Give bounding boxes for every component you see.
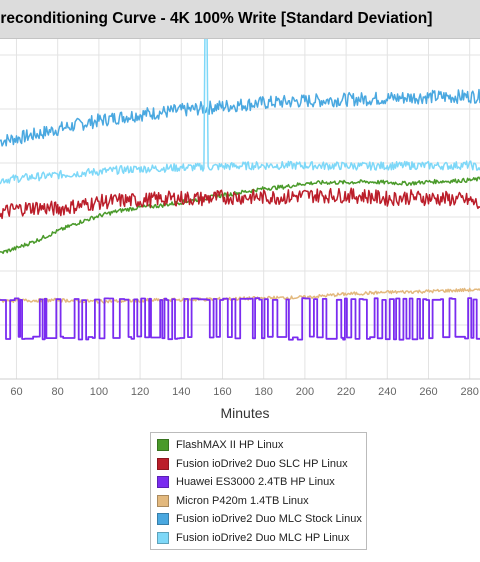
legend-item[interactable]: FlashMAX II HP Linux: [151, 436, 366, 455]
x-tick-label: 260: [419, 386, 437, 398]
legend-swatch: [157, 439, 169, 452]
chart-title: Preconditioning Curve - 4K 100% Write [S…: [0, 0, 480, 39]
series-line: [0, 187, 480, 220]
legend-item[interactable]: Micron P420m 1.4TB Linux: [151, 492, 366, 511]
series-layer: [0, 39, 480, 341]
x-tick-label: 100: [90, 386, 108, 398]
legend-label: Huawei ES3000 2.4TB HP Linux: [176, 476, 335, 489]
x-tick-label: 140: [172, 386, 190, 398]
legend-swatch: [157, 457, 169, 470]
x-tick-label: 180: [255, 386, 273, 398]
legend-label: FlashMAX II HP Linux: [176, 439, 284, 452]
plot-area: 60 80 100 120 140 160 180 200 220 240 260 280 Minut…: [0, 39, 480, 421]
legend-label: Fusion ioDrive2 Duo MLC HP Linux: [176, 531, 350, 544]
x-tick-labels: 60 80 100 120 140 160 180 200 220 240 260 280: [10, 386, 479, 398]
legend-swatch: [157, 513, 169, 526]
x-tick-label: 240: [378, 386, 396, 398]
x-tick-label: 220: [337, 386, 355, 398]
x-tick-label: 280: [461, 386, 479, 398]
series-line: [0, 287, 480, 304]
legend-item[interactable]: Fusion ioDrive2 Duo SLC HP Linux: [151, 455, 366, 474]
legend: FlashMAX II HP Linux Fusion ioDrive2 Duo …: [150, 432, 367, 550]
legend-label: Micron P420m 1.4TB Linux: [176, 494, 309, 507]
series-line: [0, 88, 480, 147]
x-tick-label: 160: [213, 386, 231, 398]
legend-item[interactable]: Fusion ioDrive2 Duo MLC HP Linux: [151, 529, 366, 548]
x-tick-label: 120: [131, 386, 149, 398]
legend-swatch: [157, 531, 169, 544]
legend-item[interactable]: Huawei ES3000 2.4TB HP Linux: [151, 473, 366, 492]
legend-item[interactable]: Fusion ioDrive2 Duo MLC Stock Linux: [151, 510, 366, 529]
legend-label: Fusion ioDrive2 Duo SLC HP Linux: [176, 457, 348, 470]
series-line: [0, 176, 480, 255]
legend-label: Fusion ioDrive2 Duo MLC Stock Linux: [176, 513, 362, 526]
x-tick-label: 200: [296, 386, 314, 398]
series-line: [0, 39, 480, 185]
x-tick-label: 60: [10, 386, 22, 398]
series-line: [0, 297, 480, 341]
x-tick-label: 80: [52, 386, 64, 398]
legend-swatch: [157, 476, 169, 489]
legend-swatch: [157, 494, 169, 507]
x-axis-title: Minutes: [220, 405, 269, 421]
